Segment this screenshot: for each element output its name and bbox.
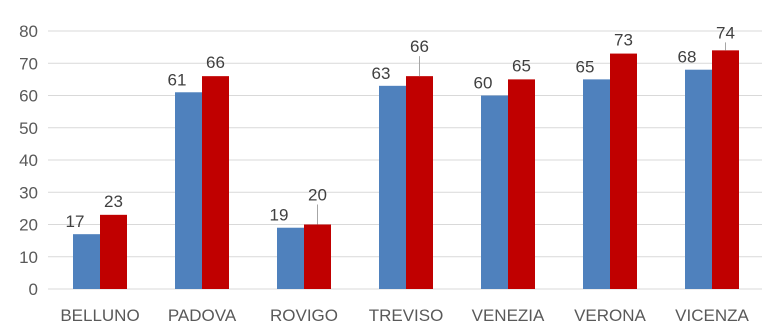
data-label-series-2: 65	[512, 56, 531, 75]
bar-series-2	[202, 76, 229, 290]
data-label-series-2: 66	[410, 37, 429, 56]
x-category-label: VENEZIA	[472, 306, 545, 325]
bar-series-2	[304, 224, 331, 289]
data-label-series-2: 66	[206, 53, 225, 72]
y-tick-label: 60	[19, 87, 38, 106]
bar-series-1	[277, 227, 304, 289]
bar-series-2	[712, 50, 739, 289]
data-label-series-2: 20	[308, 186, 327, 205]
y-axis-ticks: 0 10 20 30 40 50 60 70 80	[19, 22, 38, 299]
bar-series-1	[73, 234, 100, 289]
y-tick-label: 70	[19, 54, 38, 73]
data-label-series-1: 60	[474, 74, 493, 93]
y-tick-label: 50	[19, 119, 38, 138]
y-tick-label: 40	[19, 151, 38, 170]
x-category-label: ROVIGO	[270, 306, 338, 325]
data-label-series-1: 17	[66, 212, 85, 231]
data-label-series-1: 68	[678, 48, 697, 67]
x-category-label: VERONA	[574, 306, 646, 325]
y-tick-label: 80	[19, 22, 38, 41]
bar-series-2	[610, 53, 637, 290]
data-label-series-1: 19	[270, 206, 289, 225]
bars	[73, 50, 739, 290]
data-label-series-2: 23	[104, 192, 123, 211]
bar-series-1	[379, 85, 406, 289]
y-tick-label: 10	[19, 248, 38, 267]
data-label-series-2: 74	[716, 23, 735, 42]
bar-series-1	[685, 69, 712, 289]
x-category-label: BELLUNO	[60, 306, 139, 325]
bar-series-2	[100, 214, 127, 289]
data-label-series-1: 65	[576, 57, 595, 76]
bar-series-1	[481, 95, 508, 289]
bar-series-2	[508, 79, 535, 289]
x-category-label: PADOVA	[168, 306, 237, 325]
data-label-series-1: 61	[168, 70, 187, 89]
bar-series-1	[583, 79, 610, 289]
x-category-label: VICENZA	[675, 306, 749, 325]
bar-series-2	[406, 76, 433, 290]
bar-series-1	[175, 92, 202, 290]
data-label-series-1: 63	[372, 64, 391, 83]
x-category-label: TREVISO	[369, 306, 444, 325]
y-tick-label: 30	[19, 183, 38, 202]
x-axis-categories: BELLUNO PADOVA ROVIGO TREVISO VENEZIA VERONA V…	[60, 306, 749, 325]
y-tick-label: 20	[19, 216, 38, 235]
y-tick-label: 0	[29, 280, 38, 299]
data-label-series-2: 73	[614, 31, 633, 50]
data-labels: 17 23 61 66 19 20 63 66 60 65 65 73 68 74	[66, 23, 735, 231]
